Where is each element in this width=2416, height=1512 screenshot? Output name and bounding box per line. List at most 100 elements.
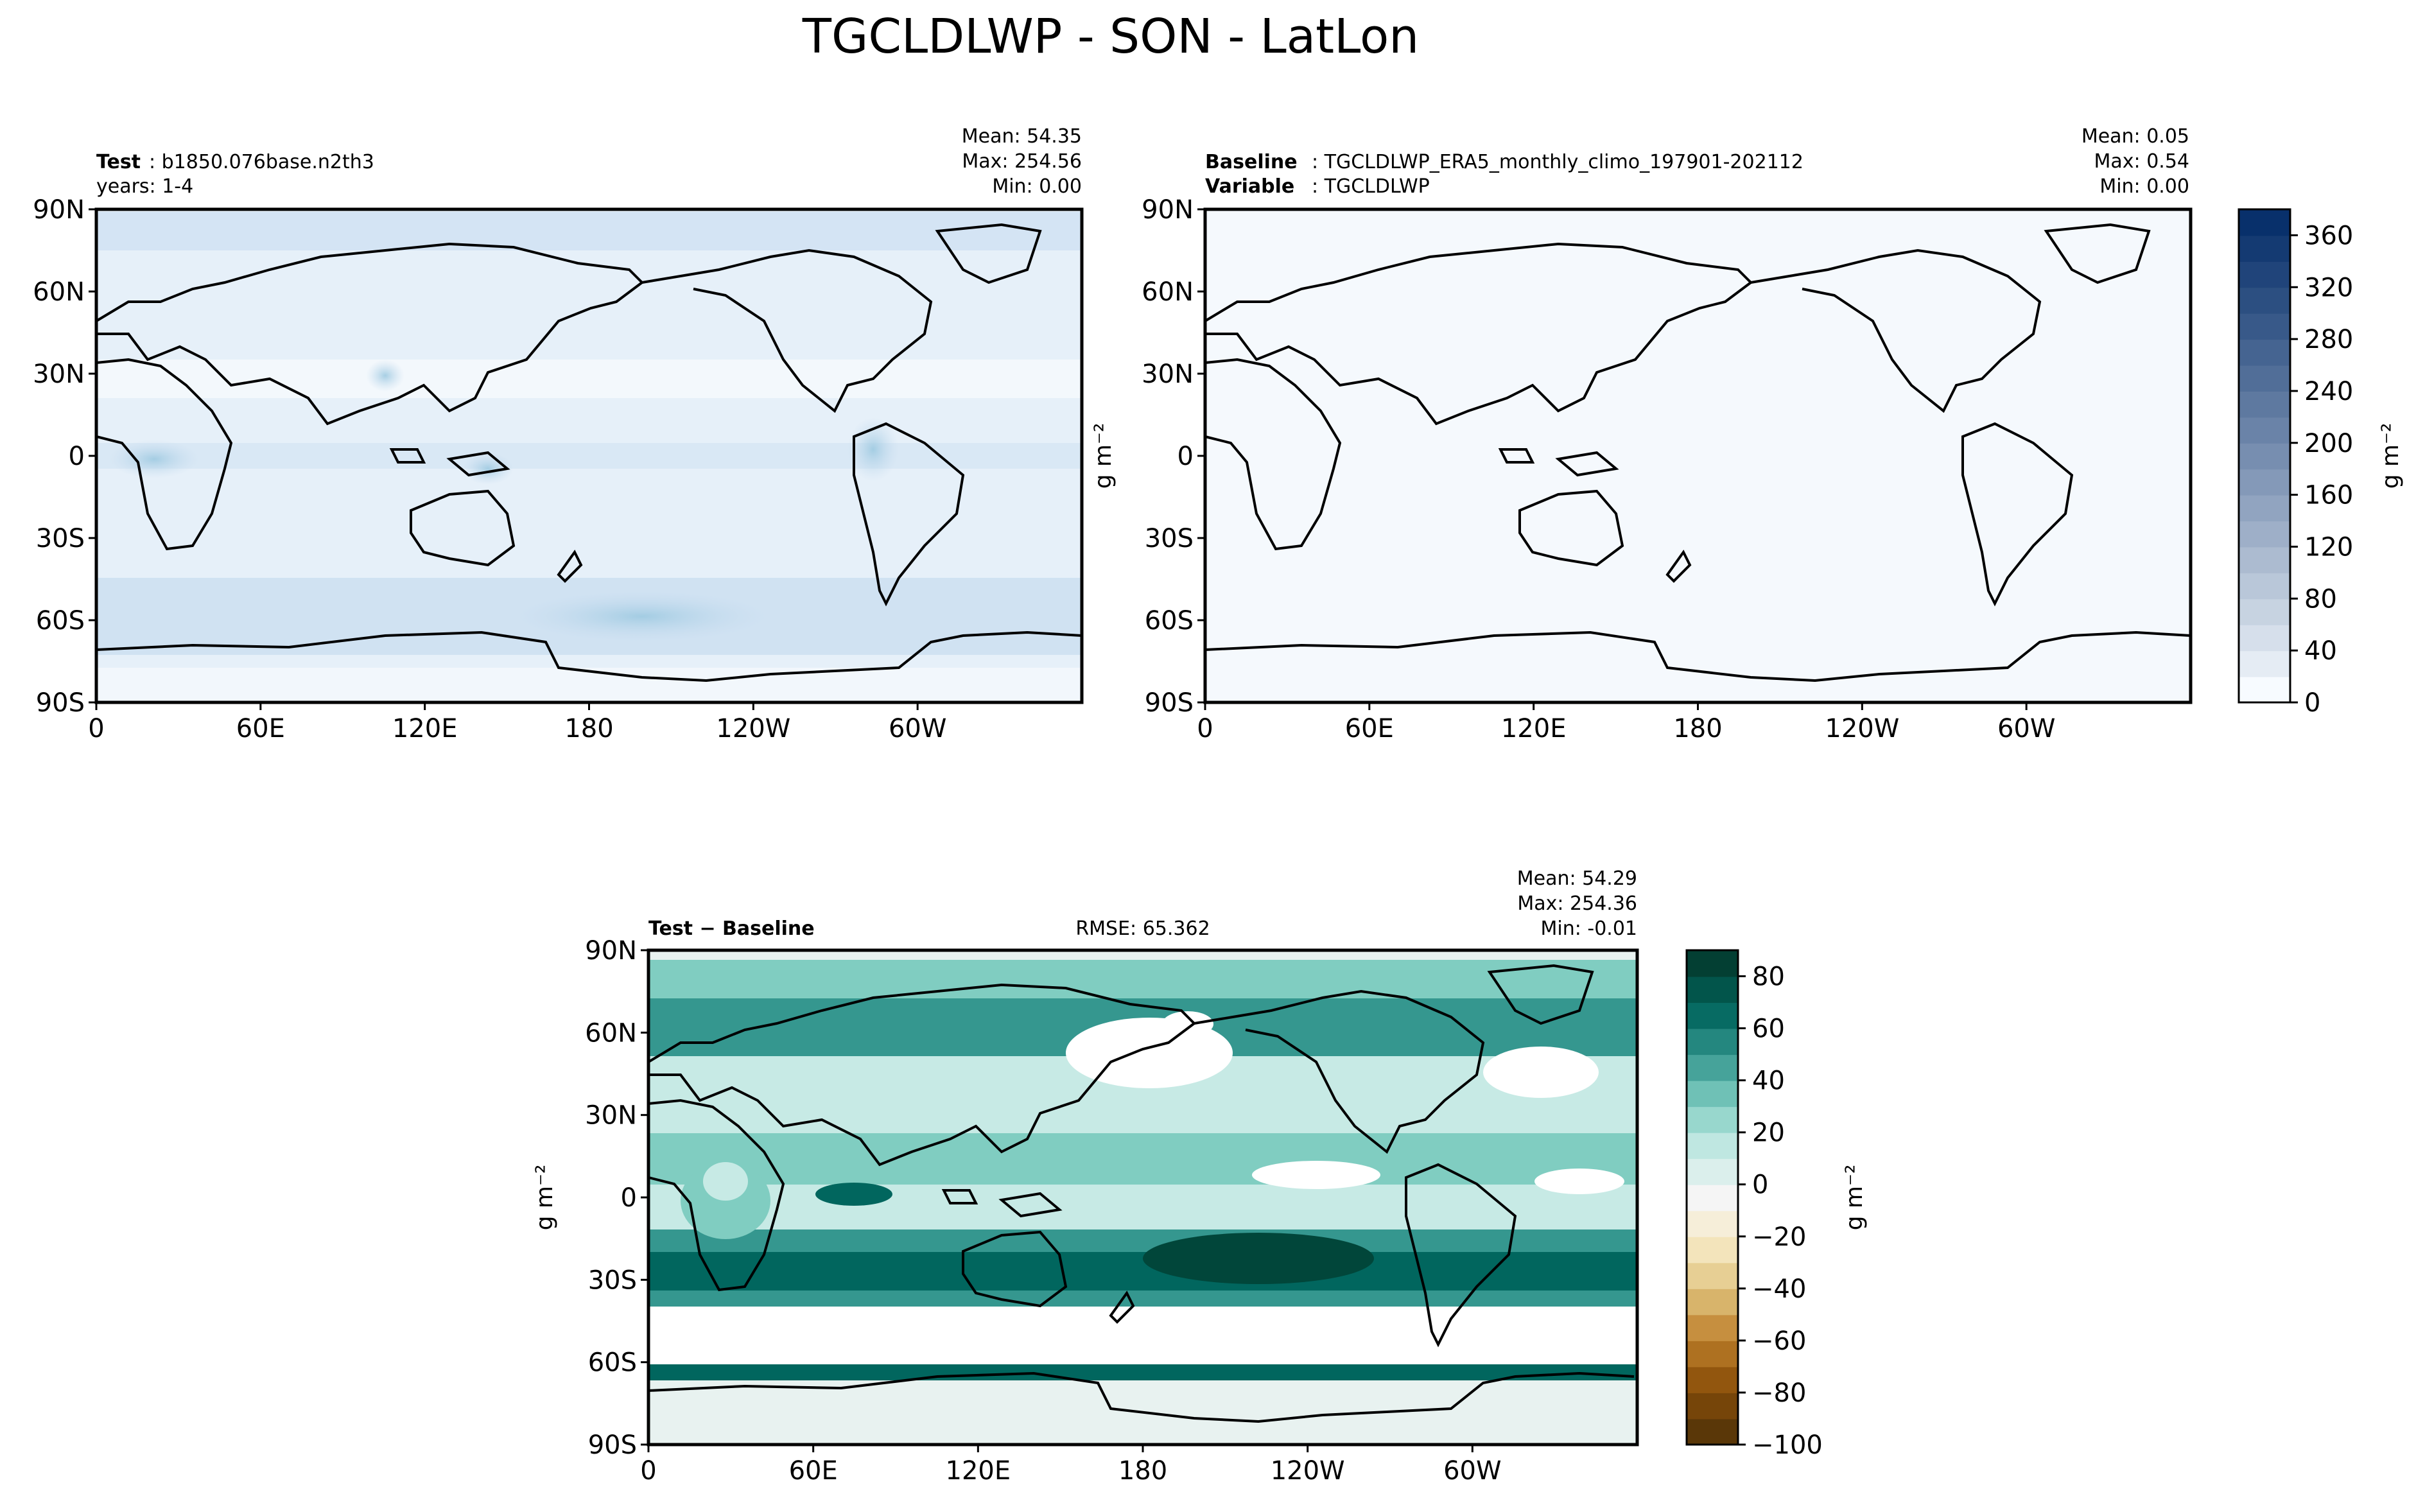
diff-lon-tick-label: 180 xyxy=(1118,1456,1167,1486)
test-lon-tick-label: 120W xyxy=(716,714,790,743)
main-colorbar-band xyxy=(2239,546,2290,573)
test-lon-tick-label: 120E xyxy=(392,714,458,743)
baseline-coastlines xyxy=(1204,223,2191,682)
diff-colorbar-tick-label: −20 xyxy=(1752,1222,1806,1252)
diff-colorbar-tick-label: −100 xyxy=(1752,1430,1823,1460)
diff-colorbar-band xyxy=(1687,1132,1738,1160)
diff-mean: Mean: 54.29 xyxy=(1517,867,1637,890)
test-lat-tick-label: 60N xyxy=(33,277,85,307)
diff-coastlines xyxy=(648,964,1635,1423)
baseline-unit-label: g m⁻² xyxy=(1090,423,1117,489)
main-colorbar-band xyxy=(2239,572,2290,600)
main-colorbar-band xyxy=(2239,339,2290,366)
main-colorbar-tick-label: 280 xyxy=(2304,325,2353,354)
diff-colorbar-frame xyxy=(1685,949,1739,1446)
main-colorbar-band xyxy=(2239,417,2290,444)
main-colorbar-tick-label: 40 xyxy=(2304,636,2337,666)
main-colorbar-unit-label: g m⁻² xyxy=(2377,423,2404,489)
baseline-lat-tick-label: 30N xyxy=(1142,360,1194,389)
diff-colorbar-band xyxy=(1687,1392,1738,1420)
diff-colorbar-tick-label: 40 xyxy=(1752,1066,1785,1096)
test-panel: Test : b1850.076base.n2th3 years: 1-4 Me… xyxy=(94,125,1084,704)
baseline-mean: Mean: 0.05 xyxy=(2081,125,2189,148)
main-colorbar-tick-label: 120 xyxy=(2304,532,2353,562)
test-lat-tick-label: 90S xyxy=(36,688,85,718)
diff-lon-tick-label: 120W xyxy=(1271,1456,1345,1486)
diff-lat-tick-label: 0 xyxy=(621,1183,637,1213)
diff-label: Test − Baseline xyxy=(648,917,815,940)
test-min: Min: 0.00 xyxy=(992,175,1082,198)
diff-colorbar-tick-label: −40 xyxy=(1752,1274,1806,1304)
main-colorbar-tick-label: 200 xyxy=(2304,429,2353,458)
main-colorbar-band xyxy=(2239,521,2290,548)
test-max: Max: 254.56 xyxy=(962,150,1082,173)
diff-colorbar-band xyxy=(1687,1366,1738,1393)
diff-lon-tick-label: 0 xyxy=(640,1456,656,1486)
test-lon-tick-label: 0 xyxy=(88,714,104,743)
main-colorbar-band xyxy=(2239,494,2290,522)
diff-map-field xyxy=(648,950,1637,1445)
diff-lon-tick-label: 120E xyxy=(946,1456,1011,1486)
diff-colorbar-tick-label: −60 xyxy=(1752,1326,1806,1356)
main-colorbar-tick-label: 240 xyxy=(2304,377,2353,406)
diff-lat-tick-label: 60S xyxy=(588,1348,637,1378)
test-lat-tick-label: 30S xyxy=(36,524,85,553)
diff-lat-tick-label: 90N xyxy=(585,936,637,966)
baseline-label: Baseline xyxy=(1205,151,1298,173)
diff-colorbar-tick-label: −80 xyxy=(1752,1378,1806,1408)
baseline-lon-tick-label: 60W xyxy=(1997,714,2055,743)
diff-colorbar-tick-label: 60 xyxy=(1752,1014,1785,1044)
baseline-panel: Baseline : TGCLDLWP_ERA5_monthly_climo_1… xyxy=(1090,125,2193,704)
baseline-lat-tick-label: 30S xyxy=(1145,524,1194,553)
main-colorbar-frame xyxy=(2238,208,2291,704)
baseline-max: Max: 0.54 xyxy=(2094,150,2189,173)
main-colorbar-band xyxy=(2239,598,2290,625)
main-colorbar-band xyxy=(2239,469,2290,496)
diff-colorbar-band xyxy=(1687,1080,1738,1108)
baseline-lat-tick-label: 60S xyxy=(1145,606,1194,636)
test-lat-tick-label: 30N xyxy=(33,360,85,389)
diff-colorbar-band xyxy=(1687,1340,1738,1368)
test-lat-tick-label: 0 xyxy=(69,442,85,471)
test-coastlines xyxy=(96,223,1082,682)
diff-lat-tick-label: 90S xyxy=(588,1430,637,1460)
diff-colorbar: 80 60 40 20 0 −20 −40 −60 −80 −100 g m⁻² xyxy=(1685,949,1868,1460)
diff-lat-tick-label: 30S xyxy=(588,1265,637,1295)
main-colorbar-tick-label: 80 xyxy=(2304,584,2337,614)
main-colorbar-tick-label: 360 xyxy=(2304,221,2353,250)
diff-colorbar-band xyxy=(1687,1028,1738,1056)
diff-lon-tick-label: 60W xyxy=(1443,1456,1501,1486)
baseline-lon-tick-label: 0 xyxy=(1197,714,1213,743)
diff-colorbar-band xyxy=(1687,1158,1738,1185)
baseline-lat-tick-label: 0 xyxy=(1178,442,1194,471)
diff-panel: Test − Baseline RMSE: 65.362 Mean: 54.29… xyxy=(532,867,1639,1447)
figure-title: TGCLDLWP - SON - LatLon xyxy=(802,9,1419,64)
diff-rmse: RMSE: 65.362 xyxy=(1075,917,1210,940)
main-colorbar-band xyxy=(2239,390,2290,418)
main-colorbar-band xyxy=(2239,313,2290,340)
diff-colorbar-band xyxy=(1687,1418,1738,1445)
diff-min: Min: -0.01 xyxy=(1541,917,1638,940)
main-colorbar-band xyxy=(2239,650,2290,677)
diff-colorbar-band xyxy=(1687,1002,1738,1029)
main-colorbar-band xyxy=(2239,261,2290,288)
main-colorbar-band xyxy=(2239,624,2290,652)
test-lat-tick-label: 60S xyxy=(36,606,85,636)
baseline-variable-name: : TGCLDLWP xyxy=(1312,175,1430,198)
baseline-map-field xyxy=(1205,209,2191,702)
baseline-min: Min: 0.00 xyxy=(2099,175,2189,198)
test-lon-tick-label: 60W xyxy=(889,714,946,743)
diff-max: Max: 254.36 xyxy=(1517,892,1637,915)
main-colorbar-band xyxy=(2239,235,2290,262)
baseline-lat-tick-label: 60N xyxy=(1142,277,1194,307)
diff-colorbar-band xyxy=(1687,1184,1738,1212)
test-lon-tick-label: 180 xyxy=(564,714,613,743)
baseline-lon-tick-label: 60E xyxy=(1345,714,1394,743)
baseline-lat-tick-label: 90N xyxy=(1142,195,1194,225)
main-colorbar-band xyxy=(2239,676,2290,703)
test-case-name: : b1850.076base.n2th3 xyxy=(149,151,374,173)
test-lat-tick-label: 90N xyxy=(33,195,85,225)
diff-colorbar-band xyxy=(1687,1236,1738,1264)
diff-colorbar-band xyxy=(1687,1054,1738,1081)
test-map-field xyxy=(96,209,1082,702)
